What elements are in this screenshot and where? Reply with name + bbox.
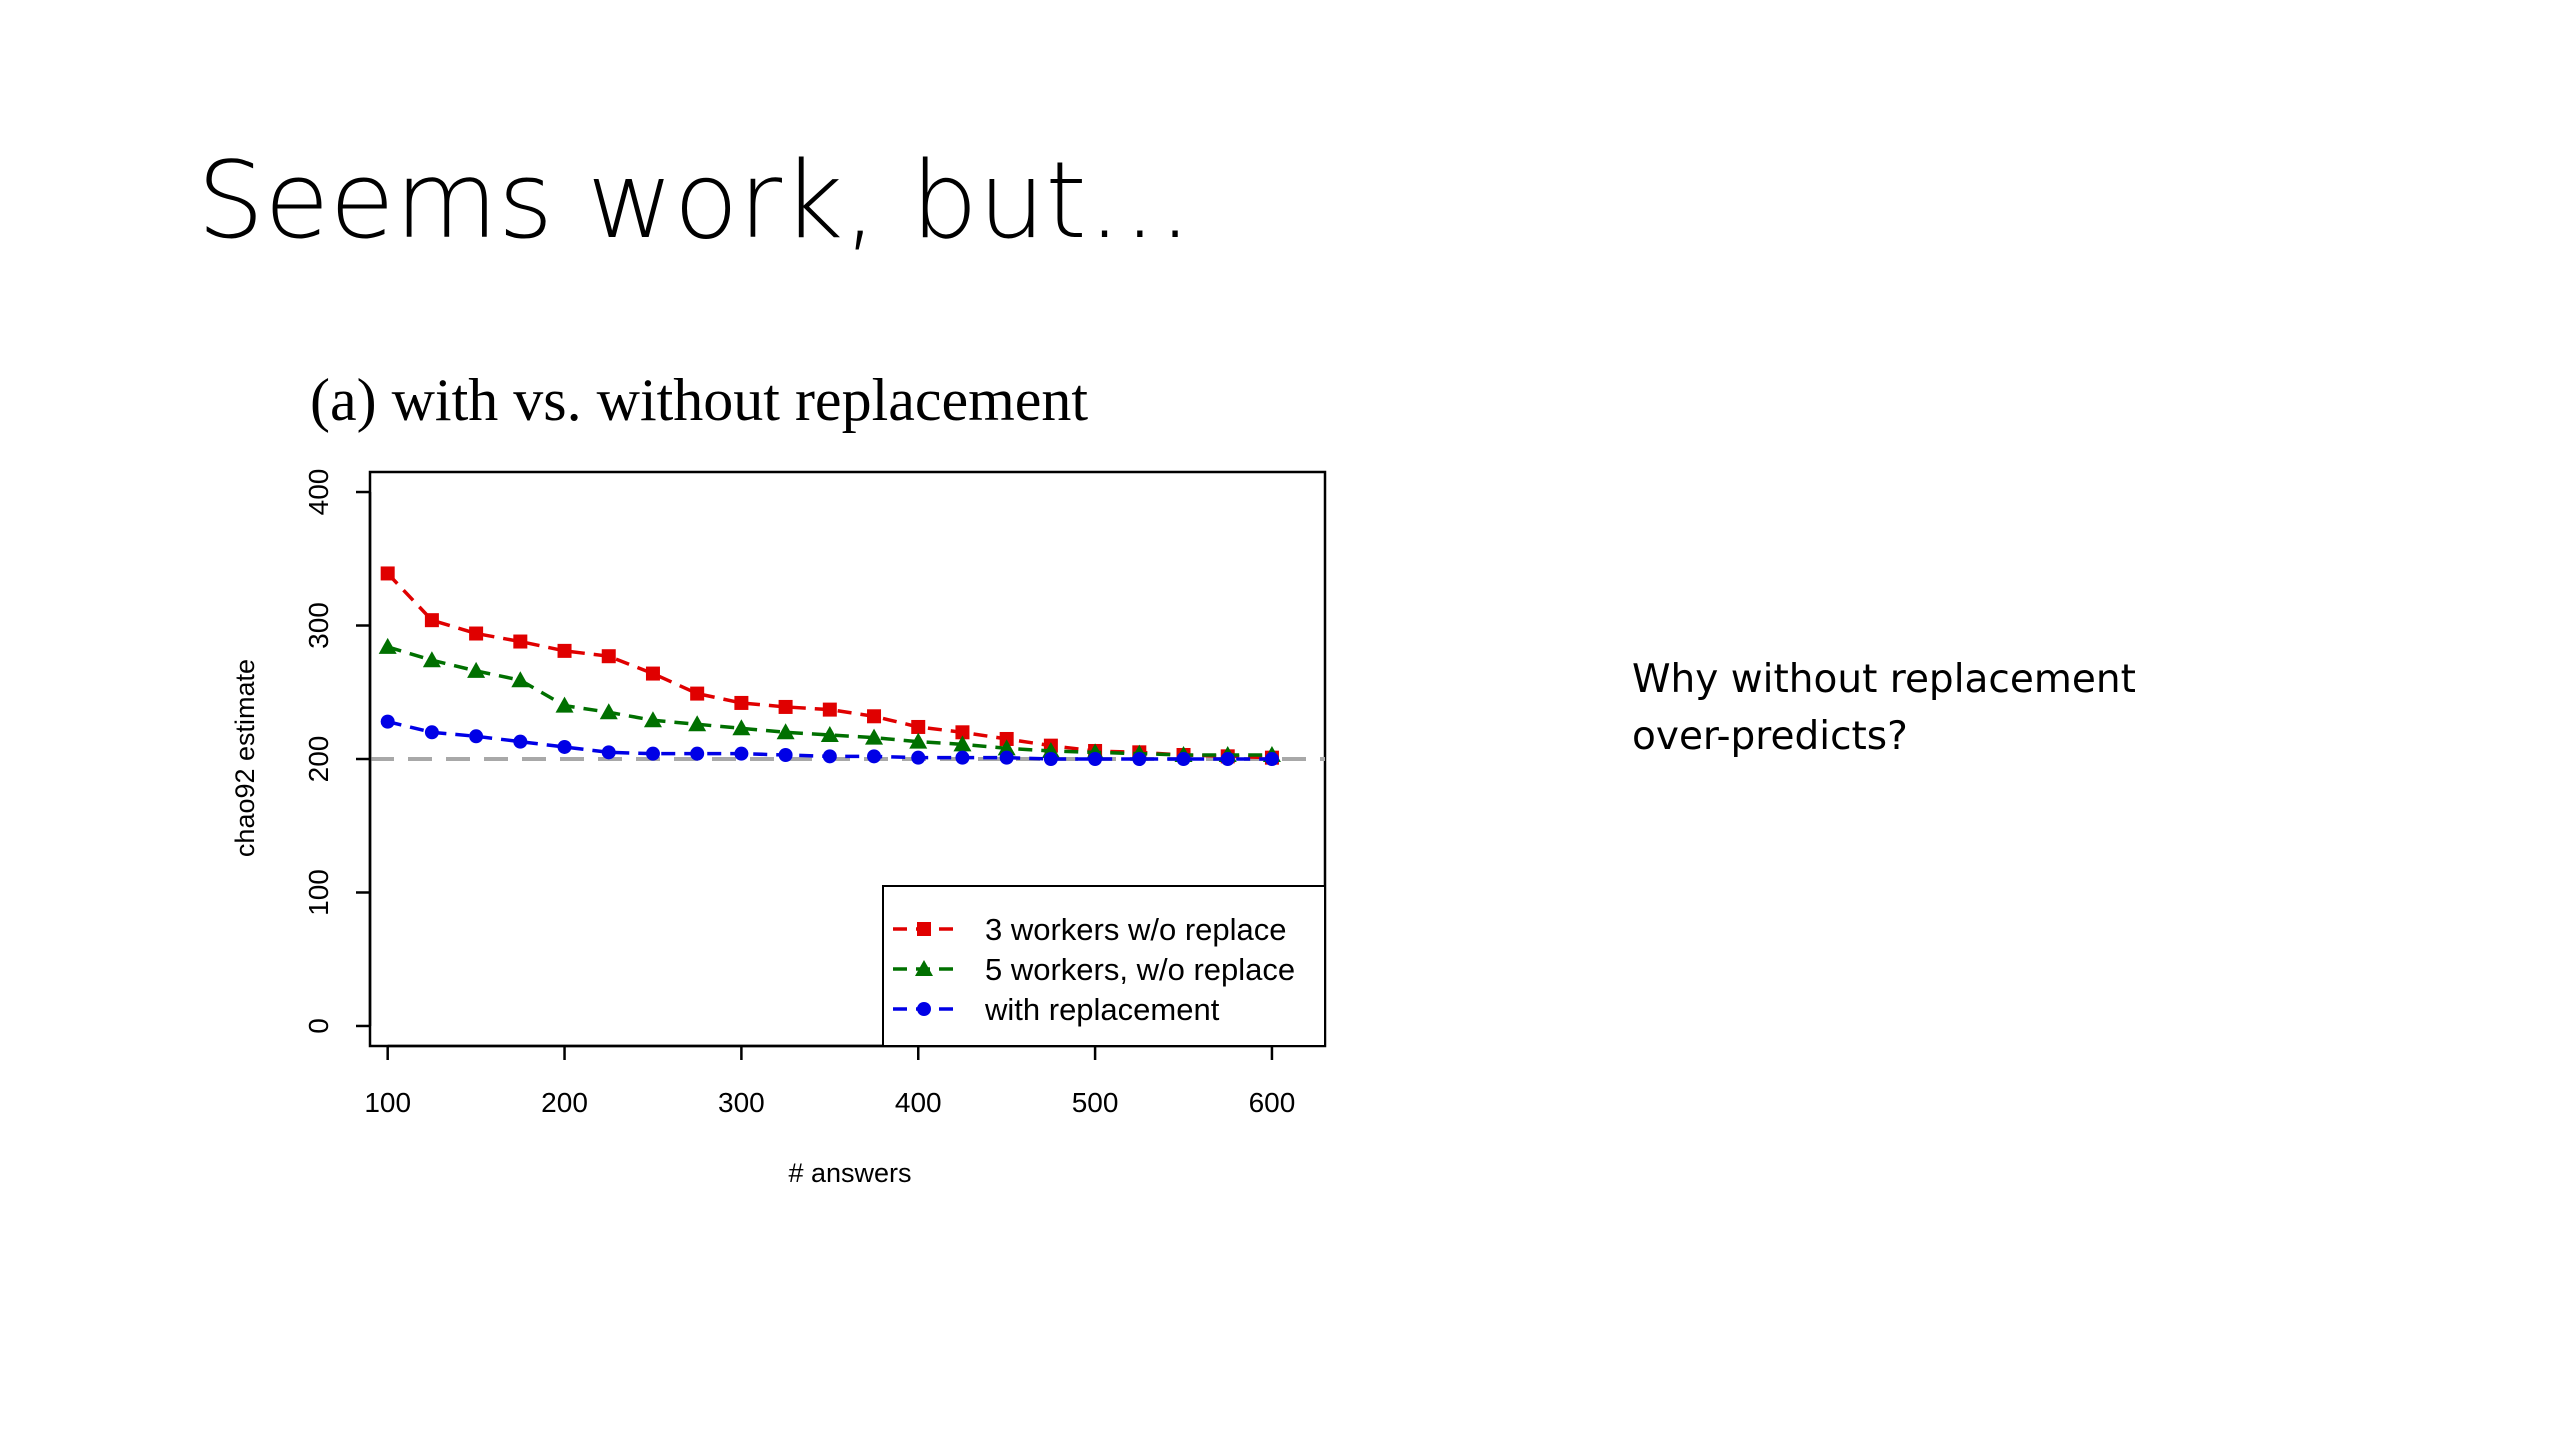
data-point	[955, 750, 970, 765]
data-point	[688, 715, 707, 732]
data-point	[599, 703, 618, 720]
data-point	[1264, 752, 1279, 766]
data-point	[778, 699, 793, 714]
legend: 3 workers w/o replace 5 workers, w/o repl…	[882, 885, 1326, 1047]
side-note-line-1: Why without replacement	[1632, 657, 2136, 702]
data-point	[424, 613, 439, 628]
x-tick-label: 300	[718, 1087, 765, 1118]
x-tick-label: 500	[1072, 1087, 1119, 1118]
legend-entry: with replacement	[893, 992, 1220, 1027]
data-point	[911, 750, 926, 765]
side-note-line-2: over-predicts?	[1632, 714, 1908, 759]
data-point	[645, 666, 660, 681]
data-point	[997, 739, 1016, 756]
data-point	[867, 709, 882, 724]
data-point	[1220, 752, 1235, 766]
data-point	[822, 749, 837, 764]
legend-label: with replacement	[984, 992, 1220, 1027]
data-point	[867, 749, 882, 764]
data-point	[776, 723, 795, 740]
data-point	[513, 734, 528, 749]
data-point	[424, 725, 439, 740]
legend-box	[882, 885, 1326, 1047]
data-point	[734, 695, 749, 710]
slide-title: Seems work, but…	[197, 139, 1193, 262]
data-point	[380, 714, 395, 729]
legend-label: 5 workers, w/o replace	[985, 952, 1295, 987]
legend-label: 3 workers w/o replace	[985, 912, 1287, 947]
data-point	[778, 747, 793, 762]
data-point	[645, 746, 660, 761]
data-point	[601, 649, 616, 664]
y-tick-label: 0	[303, 1018, 334, 1034]
x-tick-label: 100	[364, 1087, 411, 1118]
legend-swatch-marker	[917, 922, 931, 936]
y-axis-label: chao92 estimate	[230, 659, 260, 857]
x-tick-label: 400	[895, 1087, 942, 1118]
data-point	[1043, 752, 1058, 766]
legend-swatch-marker	[917, 1002, 931, 1016]
series-line	[386, 572, 1272, 760]
data-point	[820, 725, 839, 742]
data-point	[555, 696, 574, 713]
y-tick-label: 300	[303, 602, 334, 649]
data-point	[467, 661, 486, 678]
data-point	[955, 725, 970, 740]
data-point	[953, 735, 972, 752]
data-point	[1132, 752, 1147, 766]
data-point	[690, 686, 705, 701]
data-point	[734, 746, 749, 761]
data-point	[557, 643, 572, 658]
data-point	[690, 746, 705, 761]
data-point	[909, 732, 928, 749]
x-tick-label: 200	[541, 1087, 588, 1118]
data-point	[865, 728, 884, 745]
data-point	[380, 566, 395, 581]
data-point	[511, 671, 530, 688]
series-3	[380, 714, 1279, 766]
data-point	[999, 731, 1014, 746]
data-point	[513, 634, 528, 649]
side-note: Why without replacement over-predicts?	[1632, 651, 2136, 765]
data-point	[469, 626, 484, 641]
legend-swatch-marker	[915, 960, 933, 976]
data-point	[557, 739, 572, 754]
data-point	[911, 719, 926, 734]
y-tick-label: 200	[303, 736, 334, 783]
data-point	[422, 651, 441, 668]
data-point	[643, 711, 662, 728]
data-point	[732, 719, 751, 736]
x-axis-label: # answers	[788, 1158, 911, 1188]
data-point	[601, 745, 616, 760]
y-tick-label: 100	[303, 869, 334, 916]
data-point	[999, 750, 1014, 765]
data-point	[1176, 752, 1191, 766]
data-point	[378, 637, 397, 654]
x-tick-label: 600	[1249, 1087, 1296, 1118]
legend-entry: 3 workers w/o replace	[893, 912, 1287, 947]
data-point	[822, 702, 837, 717]
chart-title: (a) with vs. without replacement	[310, 367, 1088, 433]
legend-entry: 5 workers, w/o replace	[893, 952, 1295, 987]
y-tick-label: 400	[303, 469, 334, 516]
data-point	[1088, 752, 1103, 766]
data-point	[469, 729, 484, 744]
